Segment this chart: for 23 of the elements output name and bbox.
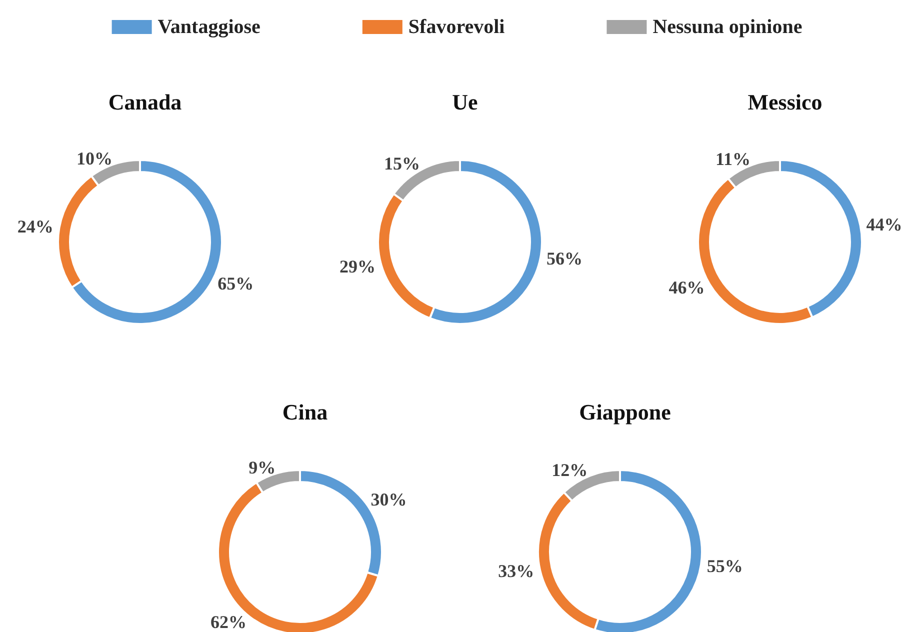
chart-title: Giappone (579, 400, 672, 424)
legend-label: Sfavorevoli (408, 16, 506, 38)
data-label: 10% (76, 148, 113, 168)
data-label: 46% (668, 278, 705, 298)
data-label: 62% (210, 612, 247, 632)
data-label: 24% (17, 216, 54, 237)
legend-label: Nessuna opinione (652, 16, 802, 38)
chart-title: Messico (748, 90, 822, 114)
data-label: 44% (866, 214, 902, 234)
data-label: 65% (218, 274, 254, 294)
data-label: 55% (706, 556, 743, 576)
data-label: 56% (546, 248, 582, 268)
data-label: 33% (498, 561, 534, 582)
data-label: 12% (552, 460, 588, 480)
data-label: 29% (339, 256, 376, 277)
chart-title: Cina (282, 400, 328, 424)
legend-label: Vantaggiose (158, 16, 261, 38)
text: Canada (108, 90, 182, 114)
data-label: 9% (248, 457, 276, 478)
data-label: 11% (715, 149, 750, 170)
data-label: 15% (384, 154, 420, 174)
chart-title: Ue (452, 90, 478, 114)
data-label: 30% (370, 490, 407, 510)
